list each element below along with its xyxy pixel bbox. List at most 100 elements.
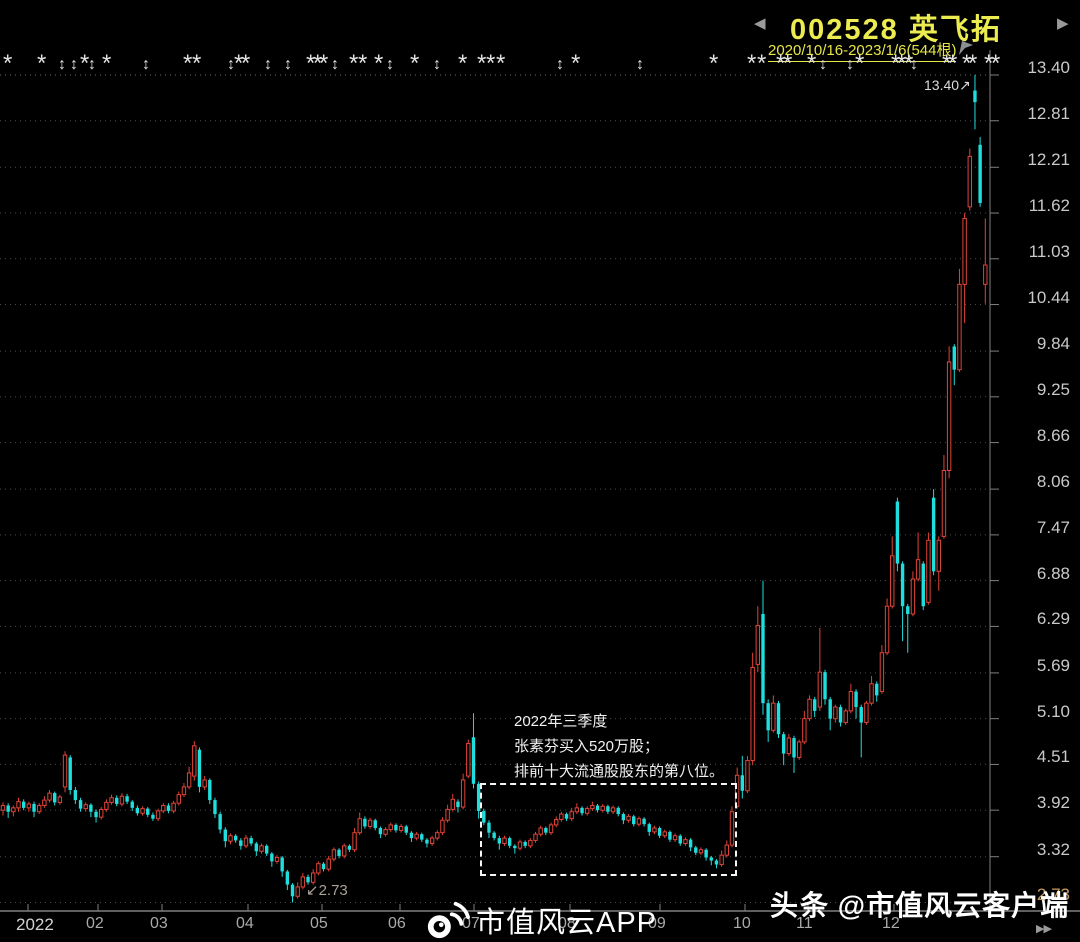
month-tick-2022: 2022 [16, 915, 54, 934]
month-tick-08: 08 [558, 915, 576, 932]
month-tick-04: 04 [236, 915, 254, 932]
event-star-icon: * [709, 50, 719, 77]
event-star-icon: * [477, 50, 487, 77]
event-star-icon: * [3, 50, 13, 77]
weibo-eye-icon [427, 901, 470, 939]
event-updown-icon: ↕ [70, 56, 78, 73]
annotation-line-1: 2022年三季度 [514, 713, 608, 730]
event-star-icon: * [968, 50, 978, 77]
price-tick-6.88: 6.88 [1036, 563, 1070, 583]
month-tick-03: 03 [150, 915, 168, 932]
event-star-icon: * [807, 50, 817, 77]
annotation-highlight-box [480, 783, 737, 876]
event-updown-icon: ↕ [58, 56, 66, 73]
event-star-icon: * [102, 50, 112, 77]
price-tick-5.10: 5.10 [1036, 701, 1070, 721]
credit-handle: @市值风云客户端 [837, 890, 1070, 921]
event-star-icon: * [891, 50, 901, 77]
annotation-line-3: 排前十大流通股股东的第八位。 [514, 763, 725, 780]
event-star-icon: * [410, 50, 420, 77]
credit-line: 头条 @市值风云客户端 [770, 884, 1069, 924]
price-tick-11.03: 11.03 [1028, 241, 1070, 261]
event-updown-icon: ↕ [284, 56, 292, 73]
credit-logo-text: 头条 [770, 890, 831, 921]
event-star-icon: * [855, 50, 865, 77]
price-tick-8.66: 8.66 [1036, 425, 1070, 445]
month-tick-06: 06 [388, 915, 406, 932]
price-tick-8.06: 8.06 [1036, 472, 1070, 492]
month-tick-10: 10 [733, 915, 751, 932]
event-star-icon: * [183, 50, 193, 77]
event-star-icon: * [37, 50, 47, 77]
event-updown-icon: ↕ [846, 56, 854, 73]
event-star-icon: * [948, 50, 958, 77]
event-star-icon: * [904, 50, 914, 77]
event-updown-icon: ↕ [142, 56, 150, 73]
event-star-icon: * [991, 50, 1001, 77]
price-tick-9.25: 9.25 [1036, 379, 1070, 399]
event-star-icon: * [234, 50, 244, 77]
price-tick-10.44: 10.44 [1027, 287, 1070, 307]
price-tick-9.84: 9.84 [1036, 334, 1070, 354]
price-tick-2.73: 2.73 [1036, 885, 1070, 905]
price-tick-11.62: 11.62 [1028, 196, 1070, 216]
event-star-icon: * [776, 50, 786, 77]
next-stock-arrow-icon[interactable]: ▶ [1057, 15, 1069, 32]
price-tick-3.92: 3.92 [1036, 793, 1070, 813]
event-updown-icon: ↕ [556, 56, 564, 73]
month-tick-02: 02 [86, 915, 104, 932]
event-updown-icon: ↕ [819, 56, 827, 73]
event-star-icon: * [942, 50, 952, 77]
event-star-icon: * [984, 50, 994, 77]
price-tick-4.51: 4.51 [1036, 747, 1070, 767]
month-tick-09: 09 [648, 915, 666, 932]
prev-stock-arrow-icon[interactable]: ◀ [754, 15, 766, 32]
month-tick-07: 07 [462, 915, 480, 932]
event-updown-icon: ↕ [88, 56, 96, 73]
price-tick-7.47: 7.47 [1036, 517, 1070, 537]
event-star-icon: * [313, 50, 323, 77]
event-star-icon: * [241, 50, 251, 77]
flag-cursor-icon [959, 41, 973, 55]
date-range-label[interactable]: 2020/10/16-2023/1/6(544根) [768, 39, 957, 62]
watermark: 市值风云APP [424, 898, 657, 942]
event-star-icon: * [962, 50, 972, 77]
month-tick-11: 11 [796, 915, 813, 932]
event-star-icon: * [496, 50, 506, 77]
high-price-tag: 13.40↗ [924, 77, 971, 93]
price-tick-6.29: 6.29 [1036, 609, 1070, 629]
event-star-icon: * [458, 50, 468, 77]
event-updown-icon: ↕ [636, 56, 644, 73]
event-star-icon: * [306, 50, 316, 77]
scroll-right-icon[interactable]: ▶▶ [1036, 923, 1052, 935]
stock-title: 002528 英飞拓 [790, 14, 1002, 46]
event-updown-icon: ↕ [433, 56, 441, 73]
month-tick-12: 12 [882, 915, 900, 932]
price-tick-12.81: 12.81 [1027, 103, 1070, 123]
event-star-icon: * [374, 50, 384, 77]
month-tick-05: 05 [310, 915, 328, 932]
price-tick-12.21: 12.21 [1027, 150, 1070, 170]
event-star-icon: * [349, 50, 359, 77]
event-star-icon: * [80, 50, 90, 77]
event-updown-icon: ↕ [227, 56, 235, 73]
annotation-line-2: 张素芬买入520万股； [514, 738, 660, 755]
event-star-icon: * [319, 50, 329, 77]
price-tick-5.69: 5.69 [1036, 655, 1070, 675]
event-updown-icon: ↕ [386, 56, 394, 73]
event-updown-icon: ↕ [331, 56, 339, 73]
event-star-icon: * [783, 50, 793, 77]
event-star-icon: * [897, 50, 907, 77]
event-star-icon: * [192, 50, 202, 77]
event-star-icon: * [747, 50, 757, 77]
event-updown-icon: ↕ [264, 56, 272, 73]
event-star-icon: * [486, 50, 496, 77]
price-tick-13.40: 13.40 [1027, 58, 1070, 77]
event-star-icon: * [571, 50, 581, 77]
price-tick-3.32: 3.32 [1036, 839, 1070, 859]
event-updown-icon: ↕ [910, 56, 918, 73]
watermark-text: 市值风云APP [476, 907, 658, 939]
event-star-icon: * [358, 50, 368, 77]
